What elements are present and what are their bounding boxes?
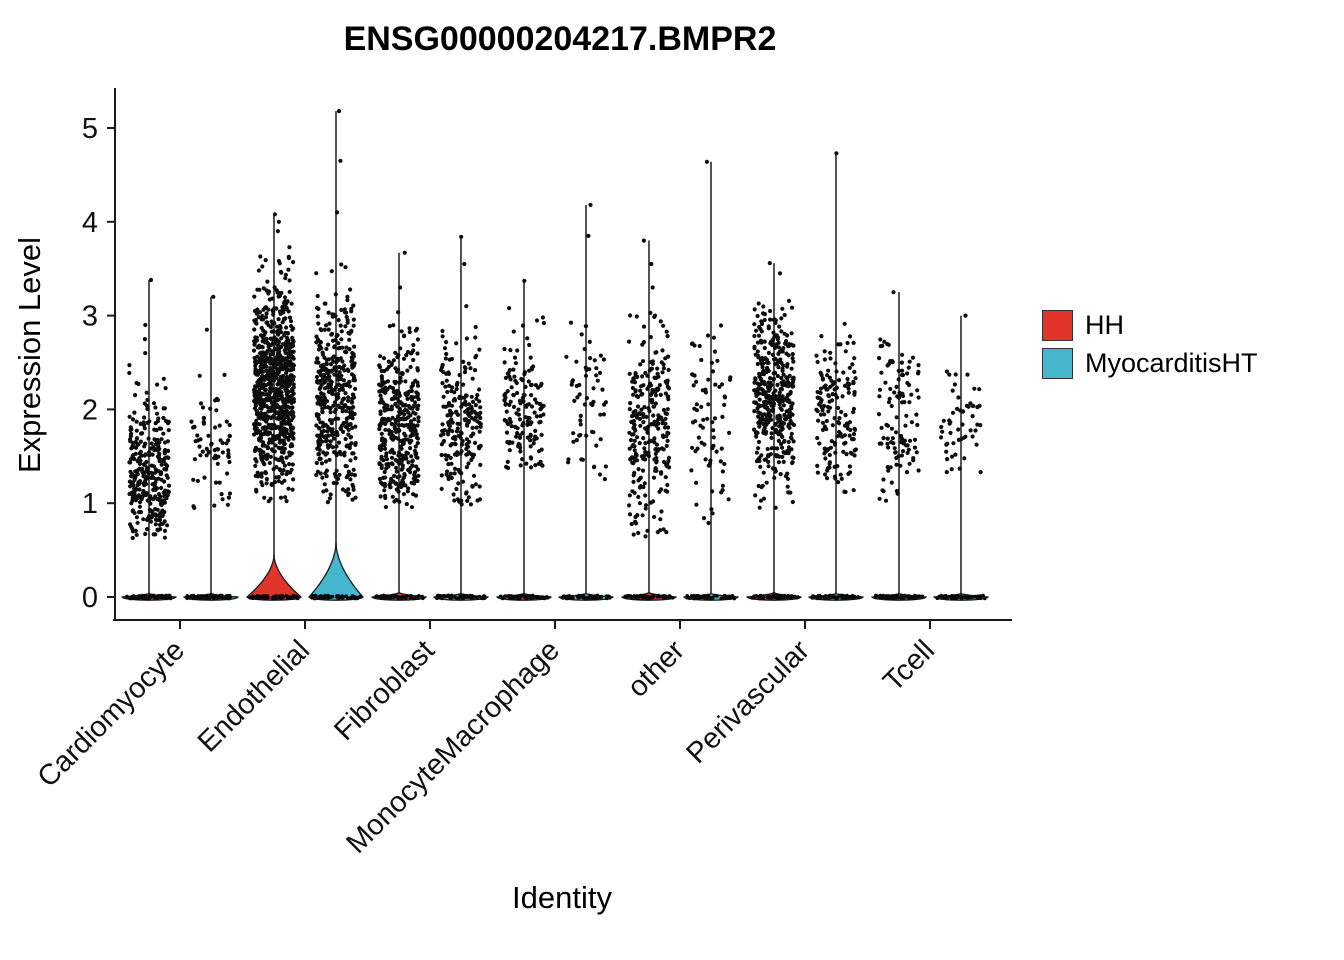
y-tick-label: 3 (82, 301, 98, 333)
x-tick-label: Tcell (877, 634, 941, 698)
y-tick-label: 0 (82, 582, 98, 614)
y-tick-label: 5 (82, 113, 98, 145)
x-tick-label: MonocyteMacrophage (340, 634, 566, 860)
x-tick-label: Endothelial (192, 634, 316, 758)
chart-title: ENSG00000204217.BMPR2 (344, 20, 777, 58)
y-axis-title: Expression Level (12, 237, 47, 473)
y-tick-label: 2 (82, 394, 98, 426)
legend-item-myocarditisht: MyocarditisHT (1042, 348, 1258, 379)
y-tick-label: 1 (82, 488, 98, 520)
y-tick-label: 4 (82, 207, 98, 239)
legend: HH MyocarditisHT (1042, 310, 1258, 379)
plot-layer: 0 1 2 3 4 5 Cardiomyocyte Endothelial Fibroblast… (32, 88, 1012, 860)
x-axis-title: Identity (512, 880, 612, 915)
x-tick-label: Cardiomyocyte (32, 634, 191, 793)
legend-item-hh: HH (1042, 310, 1258, 341)
legend-label-myocarditisht: MyocarditisHT (1085, 348, 1258, 378)
legend-swatch-myocarditisht (1042, 348, 1073, 379)
legend-label-hh: HH (1085, 310, 1124, 340)
x-tick-label: other (622, 634, 692, 704)
legend-swatch-hh (1042, 310, 1073, 341)
x-tick-label: Fibroblast (328, 634, 441, 747)
x-tick-label: Perivascular (680, 634, 816, 770)
